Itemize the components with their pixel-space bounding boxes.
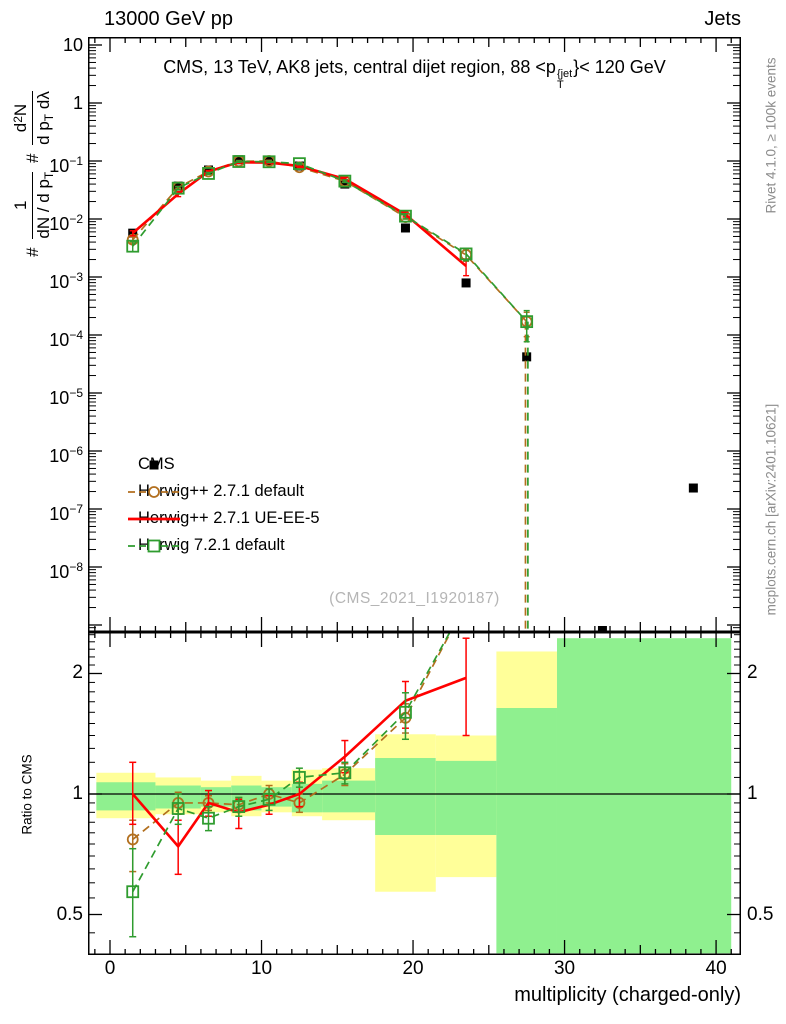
- analysis-id-watermark: (CMS_2021_I1920187): [329, 590, 500, 607]
- main-y-tick-label: 10−5: [49, 386, 83, 408]
- generator-version-note: Rivet 4.1.0, ≥ 100k events: [763, 57, 779, 214]
- open-square-marker: [399, 705, 412, 719]
- main-panel: [88, 37, 741, 632]
- analysis-group-label: Jets: [704, 8, 741, 30]
- legend-item-herwig-2-7-1-ue-ee-5: Herwig++ 2.7.1 UE-EE-5: [126, 505, 320, 532]
- main-y-tick-label: 10: [62, 35, 83, 55]
- uncertainty-band-green: [96, 782, 156, 811]
- main-y-tick-label: 10−6: [49, 444, 83, 466]
- cms-data-marker: [400, 223, 410, 233]
- legend-marker: [128, 539, 180, 552]
- ratio-series-herwig-7-2-1-default: [126, 632, 451, 938]
- cms-data-marker: [522, 352, 532, 362]
- legend-label: Herwig 7.2.1 default: [138, 536, 285, 554]
- legend-item-herwig-7-2-1-default: Herwig 7.2.1 default: [126, 532, 320, 559]
- ratio-line: [132, 632, 452, 841]
- ratio-y-tick-label-left: 1: [72, 783, 83, 804]
- series-herwig-7-2-1-default: [126, 155, 534, 630]
- series-line: [131, 160, 467, 267]
- legend-label: Herwig++ 2.7.1 UE-EE-5: [138, 509, 320, 527]
- x-axis-label: multiplicity (charged-only): [514, 984, 741, 1006]
- ratio-y-tick-label-left: 0.5: [56, 903, 83, 925]
- cms-data-marker: [688, 483, 698, 493]
- main-y-tick-label: 10−7: [49, 502, 83, 524]
- fraction: d2N d pT dλ: [10, 91, 56, 145]
- ratio-y-tick-label-right: 2: [747, 662, 758, 684]
- uncertainty-band-green: [375, 758, 436, 835]
- panel-border: [88, 37, 741, 632]
- fraction: 1 dN / d pT: [10, 171, 56, 239]
- open-square-marker: [338, 766, 352, 780]
- uncertainty-band-green: [496, 707, 557, 954]
- main-y-tick-label: 10−8: [49, 560, 83, 582]
- legend-marker: [128, 485, 180, 498]
- main-y-tick-label: 10−1: [49, 154, 83, 176]
- open-square-marker: [459, 247, 473, 261]
- beam-energy-label: 13000 GeV pp: [104, 8, 233, 30]
- uncertainty-band-green: [322, 780, 376, 813]
- cms-data-marker: [461, 278, 471, 288]
- series-line: [132, 160, 528, 323]
- open-square-marker: [171, 181, 185, 195]
- main-y-axis-label: # 1 dN / d pT # d2N d pT dλ: [10, 91, 56, 257]
- legend-marker: [128, 517, 180, 520]
- uncertainty-band-yellow: [496, 651, 557, 708]
- ratio-line: [131, 632, 451, 893]
- ratio-y-axis-label: Ratio to CMS: [19, 754, 35, 835]
- legend: CMS Herwig++ 2.7.1 default Herwig++ 2.7.1 …: [126, 451, 320, 559]
- cms-data-marker-clipped: [597, 626, 607, 631]
- ratio-panel: [88, 632, 741, 955]
- mcplots-reference-note: mcplots.cern.ch [arXiv:2401.10621]: [763, 403, 779, 616]
- plot-title: CMS, 13 TeV, AK8 jets, central dijet reg…: [163, 57, 666, 91]
- legend-marker: [149, 460, 159, 469]
- x-tick-label: 10: [250, 958, 273, 979]
- open-square-marker: [126, 239, 140, 253]
- legend-label: Herwig++ 2.7.1 default: [138, 482, 305, 500]
- open-square-marker: [232, 800, 246, 814]
- ratio-y-tick-label-left: 2: [72, 662, 83, 684]
- main-y-tick-label: 10−3: [49, 270, 83, 292]
- uncertainty-band-green: [435, 760, 497, 835]
- open-square-marker: [520, 315, 534, 329]
- open-circle-marker: [126, 833, 139, 846]
- uncertainty-band-green: [556, 638, 732, 954]
- open-square-marker: [171, 802, 185, 815]
- main-y-tick-label: 10−2: [49, 212, 83, 234]
- open-square-marker: [292, 771, 306, 784]
- open-square-marker: [262, 792, 276, 806]
- ratio-y-tick-label-right: 0.5: [747, 903, 774, 925]
- main-y-tick-label: 1: [72, 93, 83, 113]
- legend-item-cms: CMS: [126, 451, 320, 478]
- open-square-marker: [338, 174, 352, 188]
- open-square-marker: [399, 209, 412, 223]
- open-square-marker: [262, 155, 276, 169]
- open-square-marker: [126, 885, 140, 899]
- main-y-tick-label: 10−4: [49, 328, 83, 350]
- x-tick-label: 30: [553, 958, 576, 979]
- pt-jet-supsub: {jet T: [556, 68, 573, 91]
- cms-data-marker: [340, 179, 350, 189]
- series-herwig-2-7-1-ue-ee-5: [129, 160, 470, 277]
- open-square-marker: [292, 157, 306, 171]
- open-square-marker: [202, 167, 215, 180]
- legend-item-herwig-2-7-1-default: Herwig++ 2.7.1 default: [126, 478, 320, 505]
- x-tick-label: 40: [705, 958, 727, 979]
- ratio-y-tick-label-right: 1: [747, 783, 758, 804]
- x-tick-label: 20: [402, 958, 424, 979]
- cms-data-marker: [234, 155, 244, 165]
- x-tick-label: 0: [104, 958, 116, 979]
- panel-border: [88, 632, 741, 955]
- open-square-marker: [232, 155, 246, 168]
- open-square-marker: [202, 811, 215, 825]
